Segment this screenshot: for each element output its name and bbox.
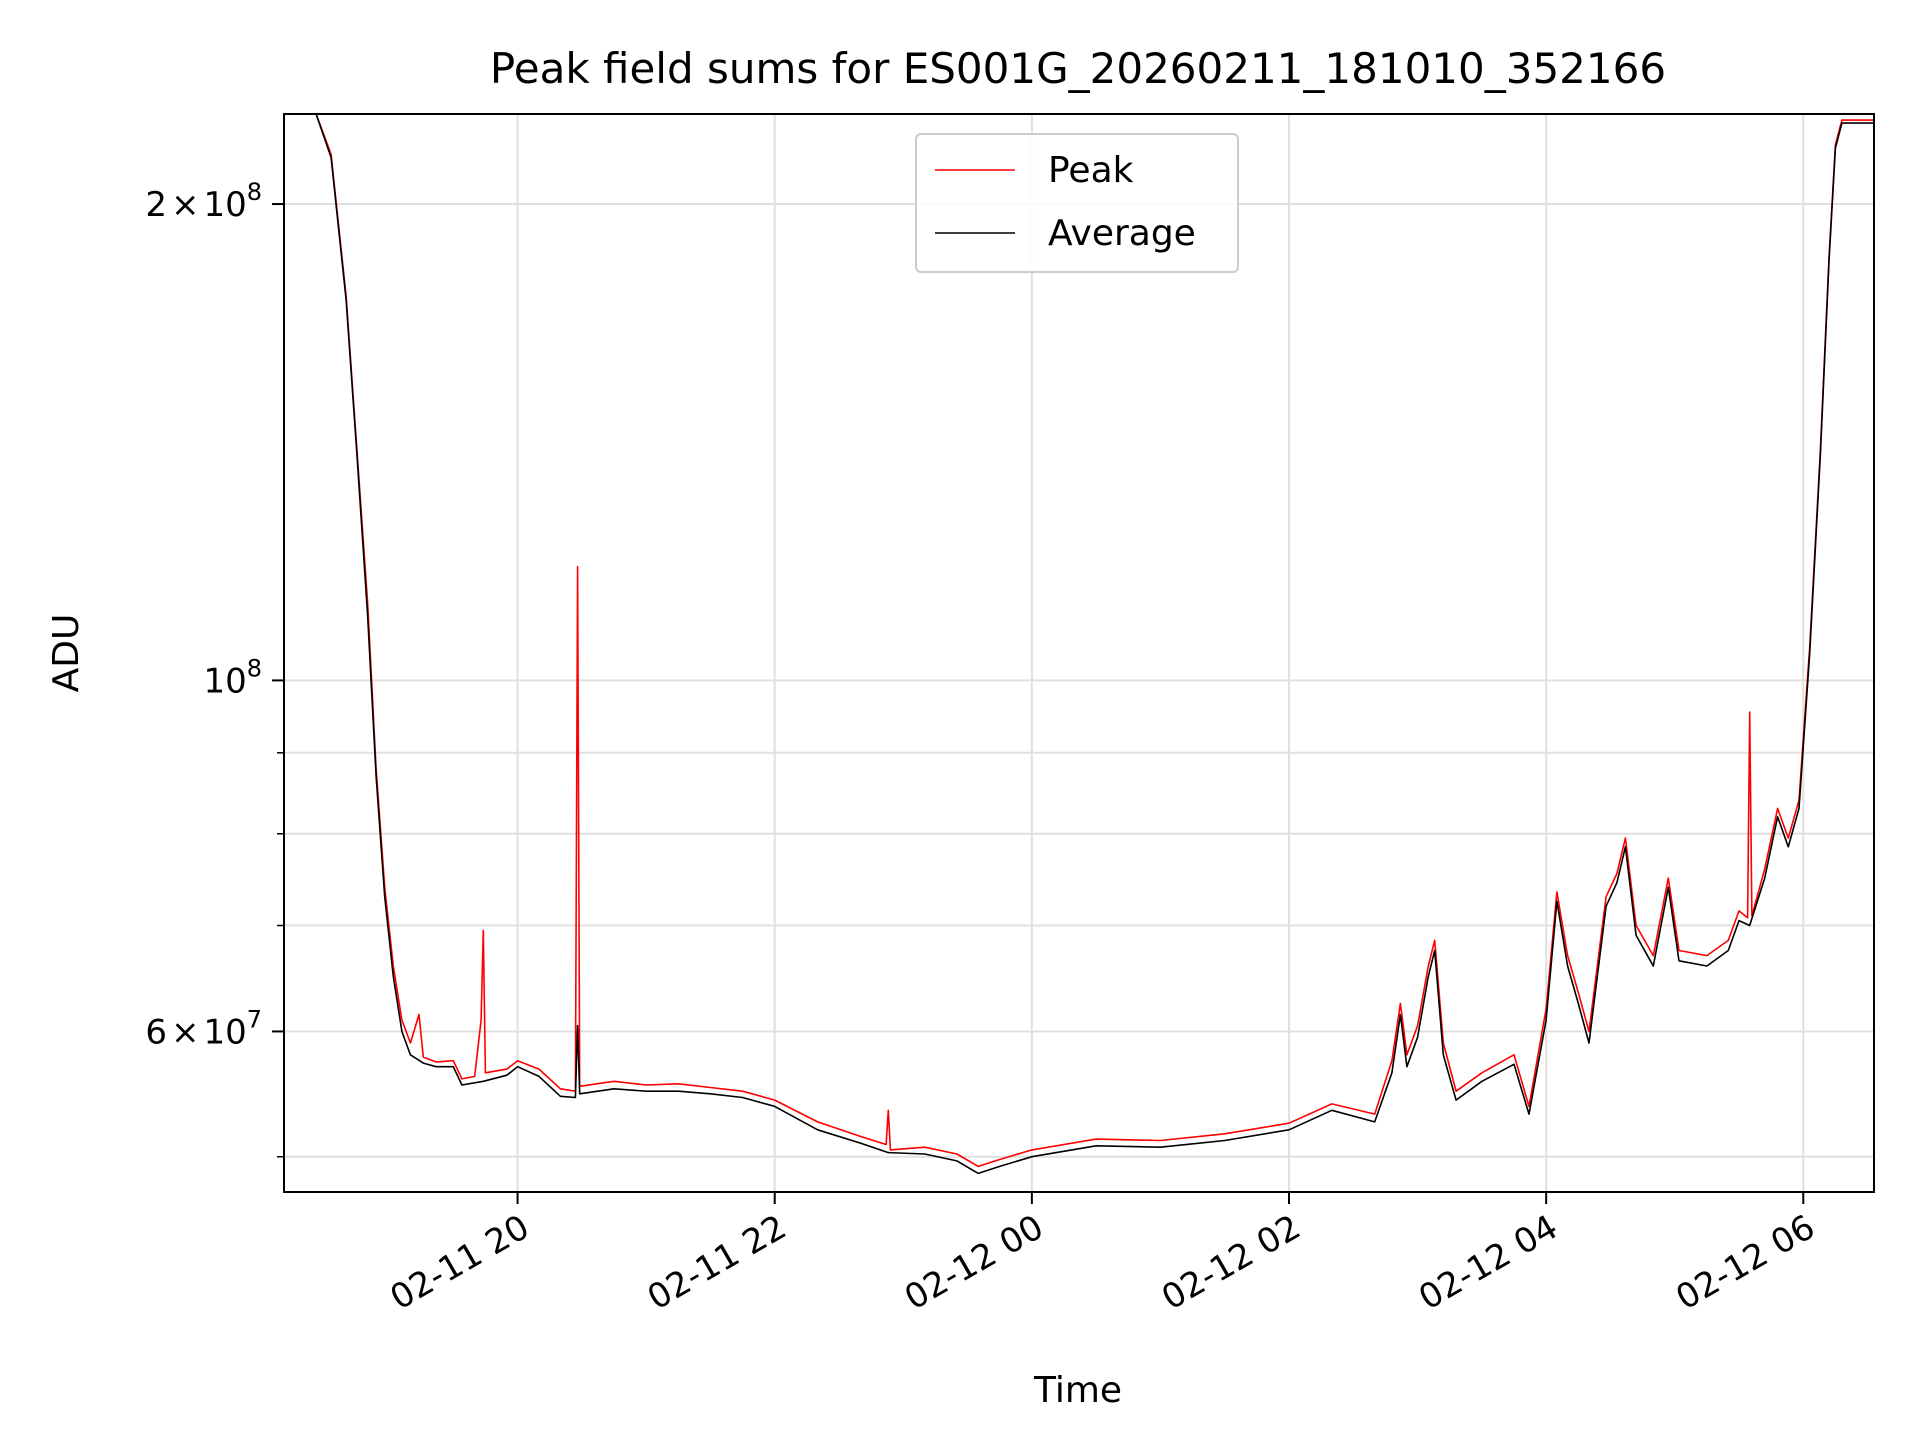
plot-frame: [283, 113, 1875, 1193]
y-tick-ten: 10: [203, 1012, 246, 1052]
y-tick-base: 6: [145, 1012, 167, 1052]
y-tick-ten: 10: [203, 185, 246, 225]
y-tick-exponent: 8: [247, 178, 262, 206]
y-tick-label: 2 × 108: [145, 178, 262, 225]
y-tick-ten: 10: [203, 661, 246, 701]
series-layer: [284, 114, 1874, 1175]
legend-label: Average: [1048, 213, 1196, 254]
legend-label: Peak: [1048, 150, 1134, 191]
series-line-peak: [284, 114, 1874, 1168]
y-axis-label: ADU: [46, 614, 87, 693]
legend-box: [915, 133, 1239, 273]
series-line-average: [284, 114, 1874, 1175]
y-tick-label: 6 × 107: [145, 1005, 262, 1052]
y-tick-base: 2: [145, 185, 167, 225]
y-tick-exponent: 8: [247, 654, 262, 682]
grid: [284, 114, 1874, 1192]
y-tick-times: ×: [171, 1012, 200, 1052]
y-tick-times: ×: [171, 185, 200, 225]
chart-title: Peak field sums for ES001G_20260211_1810…: [490, 44, 1666, 93]
legend: Peak Average: [915, 133, 1239, 273]
x-axis-label: Time: [1033, 1370, 1122, 1411]
y-tick-exponent: 7: [247, 1005, 262, 1033]
y-tick-label: 108: [203, 654, 262, 701]
